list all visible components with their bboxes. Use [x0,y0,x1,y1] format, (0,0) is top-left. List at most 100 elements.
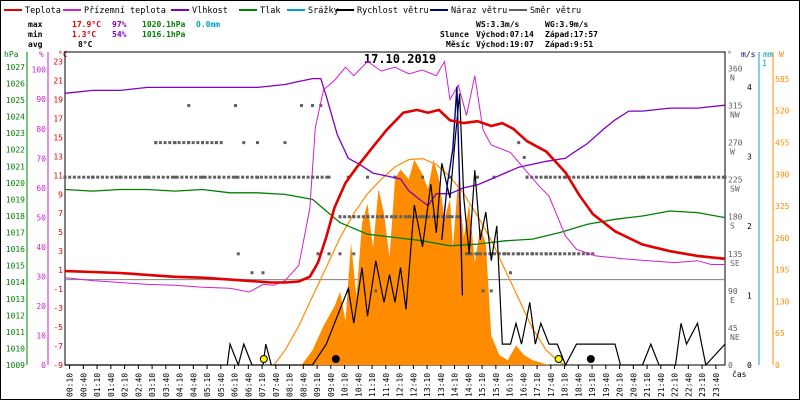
sun-set: Západ:17:57 [545,30,598,39]
x-tick-label: 01:40 [107,373,116,397]
temp-tick-label: 1 [58,266,63,275]
wind-direction-point [553,175,557,179]
wind-direction-point [707,175,711,179]
wind-direction-point [189,175,193,179]
dir-name-label: NE [730,333,740,342]
stat-min-label: min [28,29,43,39]
wind-gust-line [441,86,464,296]
pressure-tick-label: 1019 [6,195,25,204]
wind-direction-point [422,215,426,219]
dir-name-label: SW [730,185,740,194]
axis-units: hPa % °C ° m/s mm W [4,50,784,59]
wind-direction-point [549,252,553,256]
wind-direction-point [177,141,181,145]
wind-direction-point [399,215,403,219]
wind-direction-point [250,175,254,179]
wind-direction-point [186,141,190,145]
dir-tick-label: 315 [728,102,743,111]
wind-direction-point [63,175,67,179]
solar-tick-label: 0 [775,361,780,370]
wind-direction-point [562,175,566,179]
pressure-tick-label: 1015 [6,262,25,271]
temp-tick-label: -1 [53,285,63,294]
wind-direction-point [371,215,375,219]
wind-direction-point [327,175,331,179]
wind-direction-point [86,175,90,179]
wind-direction-point [693,175,697,179]
x-tick-label: 17:10 [533,373,542,397]
wind-direction-point [380,215,384,219]
wind-tick-label: 3 [747,152,752,161]
axes: 00:10 00:40 01:10 01:40 02:10 02:40 03:10 03:40… [6,52,790,397]
solar-tick-label: 325 [775,202,790,211]
wind-direction-point [171,175,175,179]
wind-direction-point [434,215,438,219]
wind-direction-point [668,175,672,179]
x-tick-label: 11:40 [382,373,391,397]
wind-direction-point [338,252,342,256]
legend-label: Vlhkost [192,6,228,16]
pressure-tick-label: 1011 [6,328,25,337]
x-tick-label: 16:10 [506,373,515,397]
solar-tick-label: 455 [775,138,790,147]
wind-direction-point [455,215,459,219]
wind-direction-point [389,215,393,219]
x-tick-label: 14:10 [451,373,460,397]
wind-direction-point [637,175,641,179]
wind-direction-point [502,252,506,256]
wind-direction-point [421,175,424,179]
wind-direction-point [535,252,539,256]
time-axis-label: čas [732,369,747,379]
wind-direction-point [590,175,594,179]
plot-area [63,60,727,367]
humidity-tick-label: 50 [36,213,46,222]
wind-direction-point [481,289,485,293]
wind-direction-point [600,175,604,179]
stat-min-press: 1016.1hPa [142,30,186,39]
wind-direction-point [628,175,632,179]
moon-marker [586,355,595,363]
wind-direction-point [479,252,483,256]
x-tick-label: 02:10 [121,373,130,397]
dir-tick-label: 135 [728,250,743,259]
wind-direction-point [446,215,450,219]
wind-direction-point [250,271,254,275]
wind-direction-point [436,215,440,219]
dir-name-label: N [730,73,735,82]
unit-mm: mm [763,50,773,59]
wind-direction-point [394,215,398,219]
temp-tick-label: 5 [58,228,63,237]
wind-direction-point [521,252,525,256]
wind-direction-point [205,141,209,145]
x-tick-label: 03:10 [148,373,157,397]
wind-direction-point [283,175,287,179]
x-tick-label: 20:40 [629,373,638,397]
x-tick-label: 07:40 [272,373,281,397]
x-tick-label: 13:40 [437,373,446,397]
dir-tick-label: 270 [728,139,743,148]
wind-direction-point [651,175,655,179]
wind-direction-point [146,175,149,179]
wind-direction-point [255,175,259,179]
wind-direction-point [544,175,548,179]
wind-direction-point [572,175,576,179]
wind-direction-point [175,175,179,179]
wind-direction-point [316,252,320,256]
solar-radiation-area [65,159,725,365]
wind-direction-point [604,175,608,179]
solar-tick-label: 130 [775,297,790,306]
wind-direction-point [173,175,177,179]
wind-direction-point [647,175,651,179]
wind-direction-point [712,175,716,179]
wind-direction-point [301,175,305,179]
dir-tick-label: 360 [728,64,743,73]
x-tick-label: 04:10 [176,373,185,397]
unit-w: W [779,50,784,59]
humidity-tick-label: 90 [36,95,46,104]
wind-direction-point [696,175,699,179]
wind-direction-point [245,175,249,179]
wind-direction-point [292,175,296,179]
x-tick-label: 18:40 [574,373,583,397]
wind-direction-point [534,175,538,179]
